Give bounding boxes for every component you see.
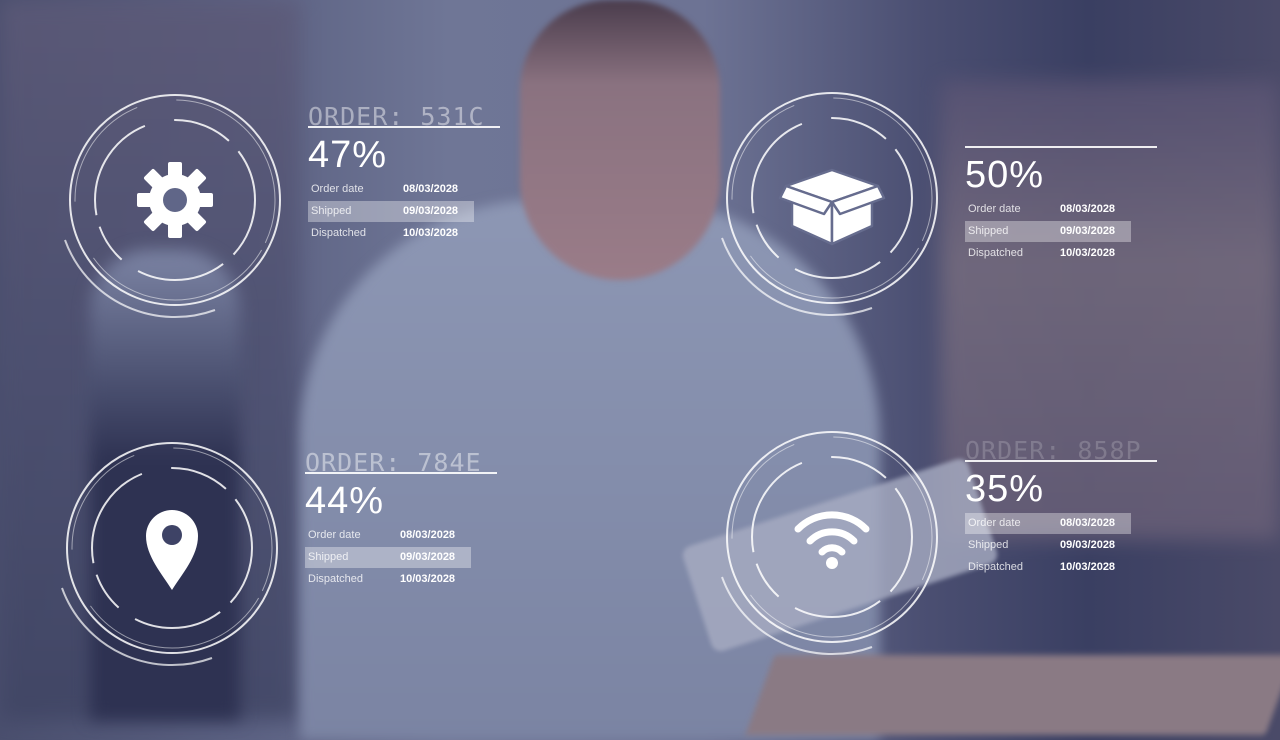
row-date: 10/03/2028 (1060, 247, 1116, 259)
gear-hud-ring (64, 94, 281, 319)
order-row: Shipped 09/03/2028 (305, 547, 471, 568)
order-header: ORDER: 784E (305, 448, 482, 477)
row-label: Order date (311, 183, 364, 195)
order-row: Dispatched 10/03/2028 (965, 243, 1131, 264)
row-date: 10/03/2028 (400, 573, 456, 585)
row-date: 08/03/2028 (403, 183, 459, 195)
row-label: Shipped (968, 225, 1009, 237)
row-date: 10/03/2028 (403, 227, 459, 239)
row-date: 10/03/2028 (1060, 561, 1116, 573)
row-label: Dispatched (968, 247, 1024, 259)
order-row: Shipped 09/03/2028 (965, 221, 1131, 242)
worker-head (520, 0, 720, 280)
row-date: 08/03/2028 (1060, 517, 1116, 529)
divider (965, 460, 1157, 462)
background-shelves-right (940, 80, 1280, 540)
order-progress-percent: 44% (305, 480, 385, 522)
order-row: Order date 08/03/2028 (305, 525, 471, 546)
divider (965, 146, 1157, 148)
wifi-icon (794, 511, 870, 569)
box-icon (778, 168, 886, 246)
order-row: Shipped 09/03/2028 (308, 201, 474, 222)
order-row: Order date 08/03/2028 (965, 199, 1131, 220)
row-label: Shipped (968, 539, 1009, 551)
row-label: Dispatched (311, 227, 367, 239)
row-date: 08/03/2028 (1060, 203, 1116, 215)
row-label: Order date (308, 529, 361, 541)
order-header: ORDER: 858P (965, 436, 1142, 465)
row-date: 09/03/2028 (400, 551, 456, 563)
order-row: Dispatched 10/03/2028 (965, 557, 1131, 578)
gear-icon (137, 162, 213, 238)
order-row: Shipped 09/03/2028 (965, 535, 1131, 556)
row-label: Shipped (311, 205, 352, 217)
row-label: Order date (968, 517, 1021, 529)
row-label: Dispatched (308, 573, 364, 585)
order-row: Order date 08/03/2028 (308, 179, 474, 200)
location-pin-icon (146, 510, 198, 590)
divider (308, 126, 500, 128)
wifi-order-panel: ORDER: 858P 35% Order date 08/03/2028 Sh… (965, 436, 1157, 578)
order-row: Dispatched 10/03/2028 (305, 569, 471, 590)
row-label: Shipped (308, 551, 349, 563)
pin-order-panel: ORDER: 784E 44% Order date 08/03/2028 Sh… (305, 448, 497, 590)
order-header: ORDER: 531C (308, 102, 485, 131)
order-progress-percent: 47% (308, 134, 388, 176)
background-worker (90, 250, 240, 720)
wifi-hud-ring (721, 431, 938, 656)
gear-order-panel: ORDER: 531C 47% Order date 08/03/2028 Sh… (308, 102, 500, 244)
order-progress-percent: 35% (965, 468, 1045, 510)
row-label: Dispatched (968, 561, 1024, 573)
row-date: 09/03/2028 (1060, 225, 1116, 237)
box-order-panel: 50% Order date 08/03/2028 Shipped 09/03/… (965, 122, 1157, 264)
order-progress-percent: 50% (965, 154, 1045, 196)
box-hud-ring (721, 92, 938, 317)
pin-hud-ring (61, 442, 278, 667)
order-row: Order date 08/03/2028 (965, 513, 1131, 534)
divider (305, 472, 497, 474)
row-label: Order date (968, 203, 1021, 215)
order-row: Dispatched 10/03/2028 (308, 223, 474, 244)
row-date: 09/03/2028 (1060, 539, 1116, 551)
row-date: 09/03/2028 (403, 205, 459, 217)
cardboard-box (745, 655, 1280, 735)
row-date: 08/03/2028 (400, 529, 456, 541)
